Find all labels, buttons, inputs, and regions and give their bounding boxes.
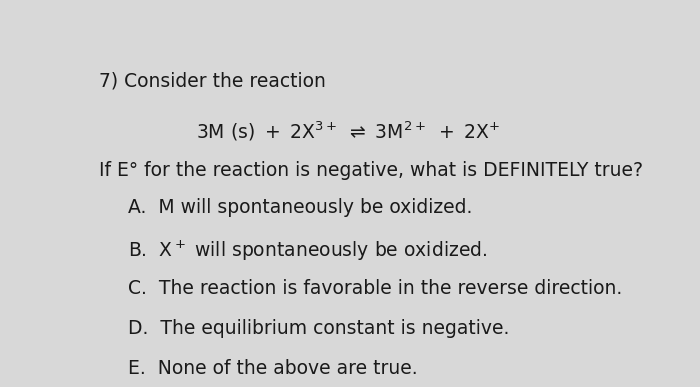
Text: E.  None of the above are true.: E. None of the above are true. <box>128 360 418 378</box>
Text: D.  The equilibrium constant is negative.: D. The equilibrium constant is negative. <box>128 319 510 338</box>
Text: If E° for the reaction is negative, what is DEFINITELY true?: If E° for the reaction is negative, what… <box>99 161 643 180</box>
Text: B.  $\mathsf{X^+}$ will spontaneously be oxidized.: B. $\mathsf{X^+}$ will spontaneously be … <box>128 239 488 263</box>
Text: A.  M will spontaneously be oxidized.: A. M will spontaneously be oxidized. <box>128 199 472 217</box>
Text: C.  The reaction is favorable in the reverse direction.: C. The reaction is favorable in the reve… <box>128 279 622 298</box>
Text: 7) Consider the reaction: 7) Consider the reaction <box>99 72 326 91</box>
Text: $\mathsf{3M\ (s)\ +\ 2X^{3+}\ \rightleftharpoons\ 3M^{2+}\ +\ 2X^{+}}$: $\mathsf{3M\ (s)\ +\ 2X^{3+}\ \rightleft… <box>196 120 500 143</box>
